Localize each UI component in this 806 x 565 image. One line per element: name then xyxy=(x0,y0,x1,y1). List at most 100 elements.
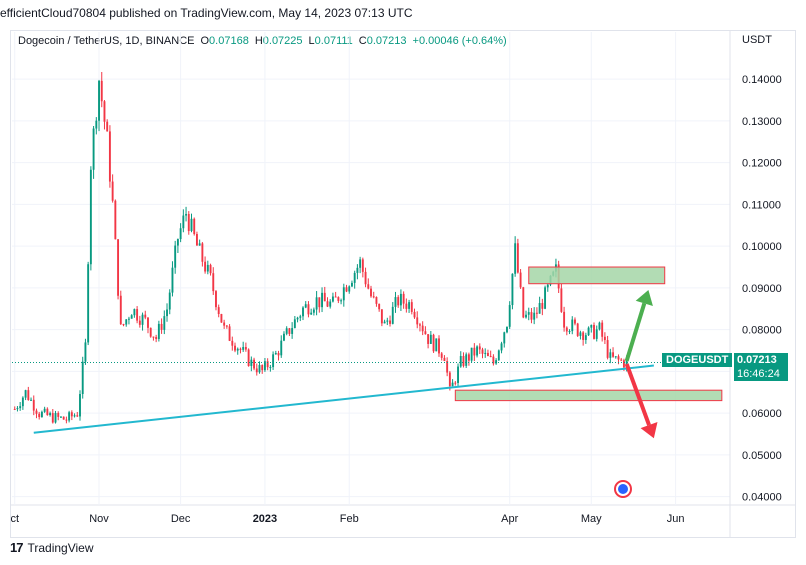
candle-body xyxy=(176,239,179,246)
candle-body xyxy=(478,346,481,350)
candle-body xyxy=(544,287,547,309)
candle-body xyxy=(250,359,253,366)
candle-body xyxy=(497,350,500,361)
open-value: O0.07168 xyxy=(200,35,249,47)
candle-body xyxy=(590,324,593,328)
candle-body xyxy=(535,312,538,314)
candle-body xyxy=(174,245,177,268)
candle-body xyxy=(57,413,60,417)
candle-body xyxy=(519,272,522,288)
ohlc-legend: Dogecoin / TetherUS, 1D, BINANCE O0.0716… xyxy=(18,35,507,47)
candle-body xyxy=(106,121,109,132)
candle-body xyxy=(288,328,291,334)
candle-body xyxy=(166,309,168,317)
candle-body xyxy=(296,317,299,320)
candle-body xyxy=(225,325,228,327)
candle-body xyxy=(157,323,160,339)
candle-body xyxy=(413,311,416,318)
candle-body xyxy=(386,320,389,322)
symbol-label[interactable]: Dogecoin / TetherUS, 1D, BINANCE xyxy=(18,35,195,47)
x-tick-label: Apr xyxy=(501,513,518,525)
candle-body xyxy=(310,312,313,315)
candle-body xyxy=(538,303,541,314)
x-tick-label: Feb xyxy=(340,513,359,525)
candle-body xyxy=(486,352,489,357)
brand-label[interactable]: TradingView xyxy=(27,540,94,555)
candle-body xyxy=(571,319,574,332)
candle-body xyxy=(51,413,54,423)
candle-body xyxy=(462,356,465,366)
candle-body xyxy=(269,367,272,369)
candle-body xyxy=(410,302,413,312)
candle-body xyxy=(565,327,568,332)
candle-body xyxy=(525,314,527,318)
candle-body xyxy=(609,352,612,358)
candle-body xyxy=(234,345,236,351)
candle-body xyxy=(70,412,73,417)
footer: 17 TradingView xyxy=(10,540,94,555)
candle-body xyxy=(351,282,353,287)
candle-body xyxy=(492,356,495,364)
candle-body xyxy=(356,267,359,273)
y-tick-label: 0.04000 xyxy=(742,492,782,504)
candle-body xyxy=(514,243,517,274)
candle-body xyxy=(416,317,419,325)
candle-body xyxy=(563,311,566,328)
y-tick-label: 0.05000 xyxy=(742,450,782,462)
event-flag-icon-inner xyxy=(618,484,628,494)
bearish-arrow-shaft xyxy=(624,363,651,426)
candle-body xyxy=(402,293,405,304)
candle-body xyxy=(421,325,424,332)
candle-body xyxy=(459,356,462,367)
candle-body xyxy=(620,359,623,361)
y-tick-label: 0.09000 xyxy=(742,283,782,295)
candle-body xyxy=(277,352,280,356)
candle-body xyxy=(13,408,16,410)
bearish-arrow-head xyxy=(640,421,658,439)
candle-body xyxy=(68,412,71,421)
candle-body xyxy=(190,218,193,232)
candle-body xyxy=(614,356,617,358)
support-zone xyxy=(454,389,723,402)
candle-body xyxy=(419,324,421,326)
candle-body xyxy=(375,297,378,304)
candle-body xyxy=(133,309,136,316)
candle-body xyxy=(108,131,111,182)
candle-body xyxy=(198,243,201,246)
candle-body xyxy=(372,296,375,298)
candle-body xyxy=(49,413,52,416)
axis-unit: USDT xyxy=(742,34,772,46)
candle-body xyxy=(454,382,457,384)
close-value: C0.07213 xyxy=(358,35,407,47)
candle-body xyxy=(568,331,571,333)
candle-body xyxy=(584,335,587,340)
candle-body xyxy=(38,413,41,418)
candle-body xyxy=(622,360,625,368)
candle-body xyxy=(141,314,144,325)
candle-body xyxy=(253,359,256,369)
candle-body xyxy=(484,352,487,354)
candle-body xyxy=(242,347,245,350)
candle-body xyxy=(220,314,223,323)
candle-body xyxy=(201,243,204,262)
candle-body xyxy=(119,295,122,325)
candle-body xyxy=(43,408,46,412)
last-price-tag: 0.07213 xyxy=(734,353,788,367)
candle-body xyxy=(342,287,345,301)
candle-body xyxy=(204,261,207,272)
candle-body xyxy=(255,368,258,373)
candle-body xyxy=(54,413,57,423)
candle-body xyxy=(443,357,446,361)
tradingview-logo-icon[interactable]: 17 xyxy=(10,540,24,555)
candle-body xyxy=(601,322,604,337)
candle-body xyxy=(331,296,334,302)
candle-body xyxy=(323,292,326,302)
candle-body xyxy=(503,332,506,344)
candle-body xyxy=(100,80,103,102)
candle-body xyxy=(160,323,163,330)
candle-body xyxy=(446,360,449,373)
candle-body xyxy=(334,296,337,298)
candle-body xyxy=(348,286,351,292)
candle-body xyxy=(206,264,209,272)
